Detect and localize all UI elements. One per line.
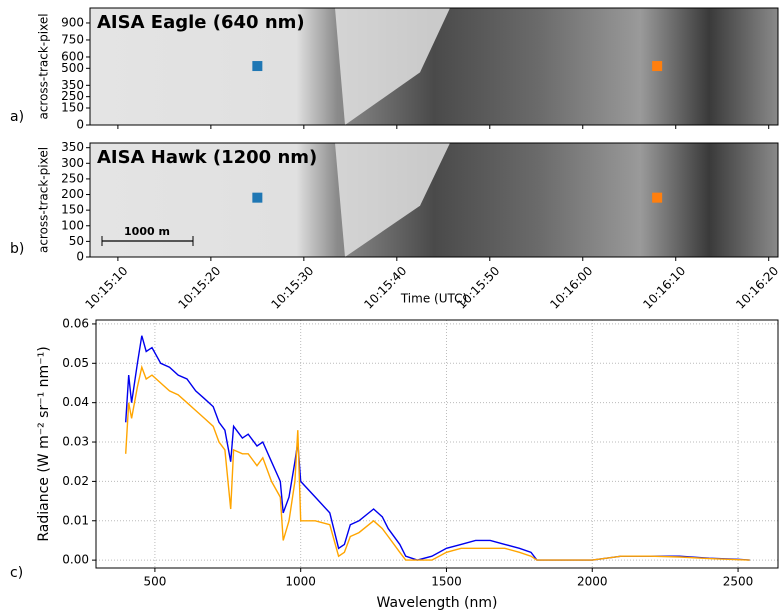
y-axis-label: Radiance (W m⁻² sr⁻¹ nm⁻¹) [36, 346, 52, 541]
y-tick-label: 350 [61, 140, 84, 154]
y-tick-label: 0 [76, 118, 84, 132]
y-tick-label: 50 [69, 234, 84, 248]
panel-label: b) [10, 241, 24, 257]
y-axis-label: across-track-pixel [37, 147, 51, 253]
x-tick-label: 10:15:30 [268, 264, 316, 312]
marker [652, 61, 663, 72]
image-bright-region [335, 8, 450, 125]
y-tick-label: 500 [61, 61, 84, 75]
y-tick-label: 0.06 [62, 316, 89, 330]
x-tick-label: 10:15:20 [175, 264, 223, 312]
y-tick-label: 0.05 [62, 356, 89, 370]
marker [252, 61, 263, 72]
axes-frame [95, 319, 779, 569]
y-tick-label: 300 [61, 156, 84, 170]
x-tick-label: 10:15:10 [82, 264, 130, 312]
y-tick-label: 0.01 [62, 513, 89, 527]
y-tick-label: 350 [61, 78, 84, 92]
y-tick-label: 600 [61, 49, 84, 63]
marker [652, 192, 663, 203]
x-tick-label: 1000 [285, 575, 316, 589]
x-tick-label: 10:16:10 [640, 264, 688, 312]
x-tick-label: 1500 [431, 575, 462, 589]
image-bright-region [335, 143, 450, 257]
x-axis-label: Wavelength (nm) [377, 595, 498, 611]
spectrum-line [125, 335, 750, 561]
y-tick-label: 0.00 [62, 553, 89, 567]
y-tick-label: 150 [61, 100, 84, 114]
x-tick-label: 500 [143, 575, 166, 589]
x-tick-label: 2500 [723, 575, 754, 589]
y-tick-label: 0.03 [62, 435, 89, 449]
y-tick-label: 0.04 [62, 395, 89, 409]
y-axis-label: across-track-pixel [37, 13, 51, 119]
marker [252, 192, 263, 203]
y-tick-label: 0.02 [62, 474, 89, 488]
y-tick-label: 750 [61, 32, 84, 46]
x-tick-label: 2000 [577, 575, 608, 589]
spectrum-line [125, 364, 750, 561]
panel-title: AISA Hawk (1200 nm) [97, 147, 317, 168]
y-tick-label: 150 [61, 203, 84, 217]
y-tick-label: 200 [61, 187, 84, 201]
y-tick-label: 900 [61, 15, 84, 29]
y-tick-label: 100 [61, 218, 84, 232]
panel-label: a) [10, 109, 24, 125]
axes-frame [89, 142, 779, 258]
x-tick-label: 10:16:00 [547, 264, 595, 312]
y-tick-label: 250 [61, 171, 84, 185]
y-tick-label: 0 [76, 250, 84, 264]
x-tick-label: 10:16:20 [733, 264, 780, 312]
panel-title: AISA Eagle (640 nm) [97, 12, 305, 33]
x-axis-label: Time (UTC) [400, 292, 467, 306]
panel-label: c) [10, 565, 23, 581]
axes-frame [89, 7, 779, 126]
scale-bar-label: 1000 m [124, 225, 170, 238]
y-tick-label: 250 [61, 89, 84, 103]
